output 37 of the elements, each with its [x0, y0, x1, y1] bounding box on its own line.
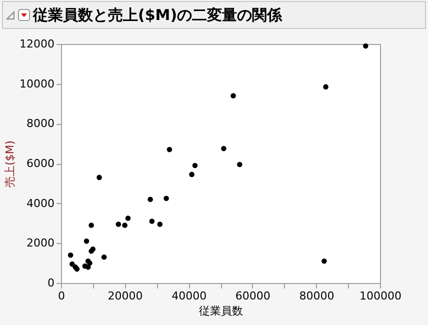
point [221, 146, 226, 152]
point [157, 222, 163, 227]
point [101, 254, 107, 260]
x-tick-label: 0 [58, 290, 65, 302]
point [323, 84, 328, 90]
point [96, 174, 102, 180]
point [164, 196, 169, 201]
point [116, 222, 122, 227]
point [125, 216, 131, 221]
y-tick-label: 2000 [26, 236, 54, 250]
y-tick-label: 12000 [20, 38, 54, 50]
point [322, 258, 327, 264]
point [68, 252, 74, 258]
y-axis-title: 売上($M) [4, 140, 17, 188]
x-tick-label: 100000 [360, 290, 402, 302]
x-axis-title: 従業員数 [199, 304, 243, 318]
point [230, 93, 236, 98]
chart-title: 従業員数と売上($M)の二変量の関係 [33, 6, 282, 24]
point [363, 43, 368, 49]
y-tick-label: 0 [48, 276, 54, 290]
y-tick-label: 10000 [20, 77, 54, 90]
point [192, 162, 198, 168]
y-tick-label: 4000 [26, 196, 54, 210]
point [166, 146, 172, 152]
x-tick-label: 20000 [108, 290, 143, 302]
point [149, 218, 155, 224]
point [189, 172, 194, 178]
x-tick-label: 80000 [299, 290, 334, 302]
x-tick-label: 60000 [235, 290, 270, 302]
point [88, 222, 94, 228]
point [236, 162, 242, 168]
point [84, 238, 90, 244]
y-tick-label: 6000 [26, 157, 54, 170]
point [148, 196, 153, 202]
y-tick-label: 8000 [26, 117, 54, 130]
point [122, 222, 128, 228]
x-tick-label: 40000 [172, 290, 207, 302]
